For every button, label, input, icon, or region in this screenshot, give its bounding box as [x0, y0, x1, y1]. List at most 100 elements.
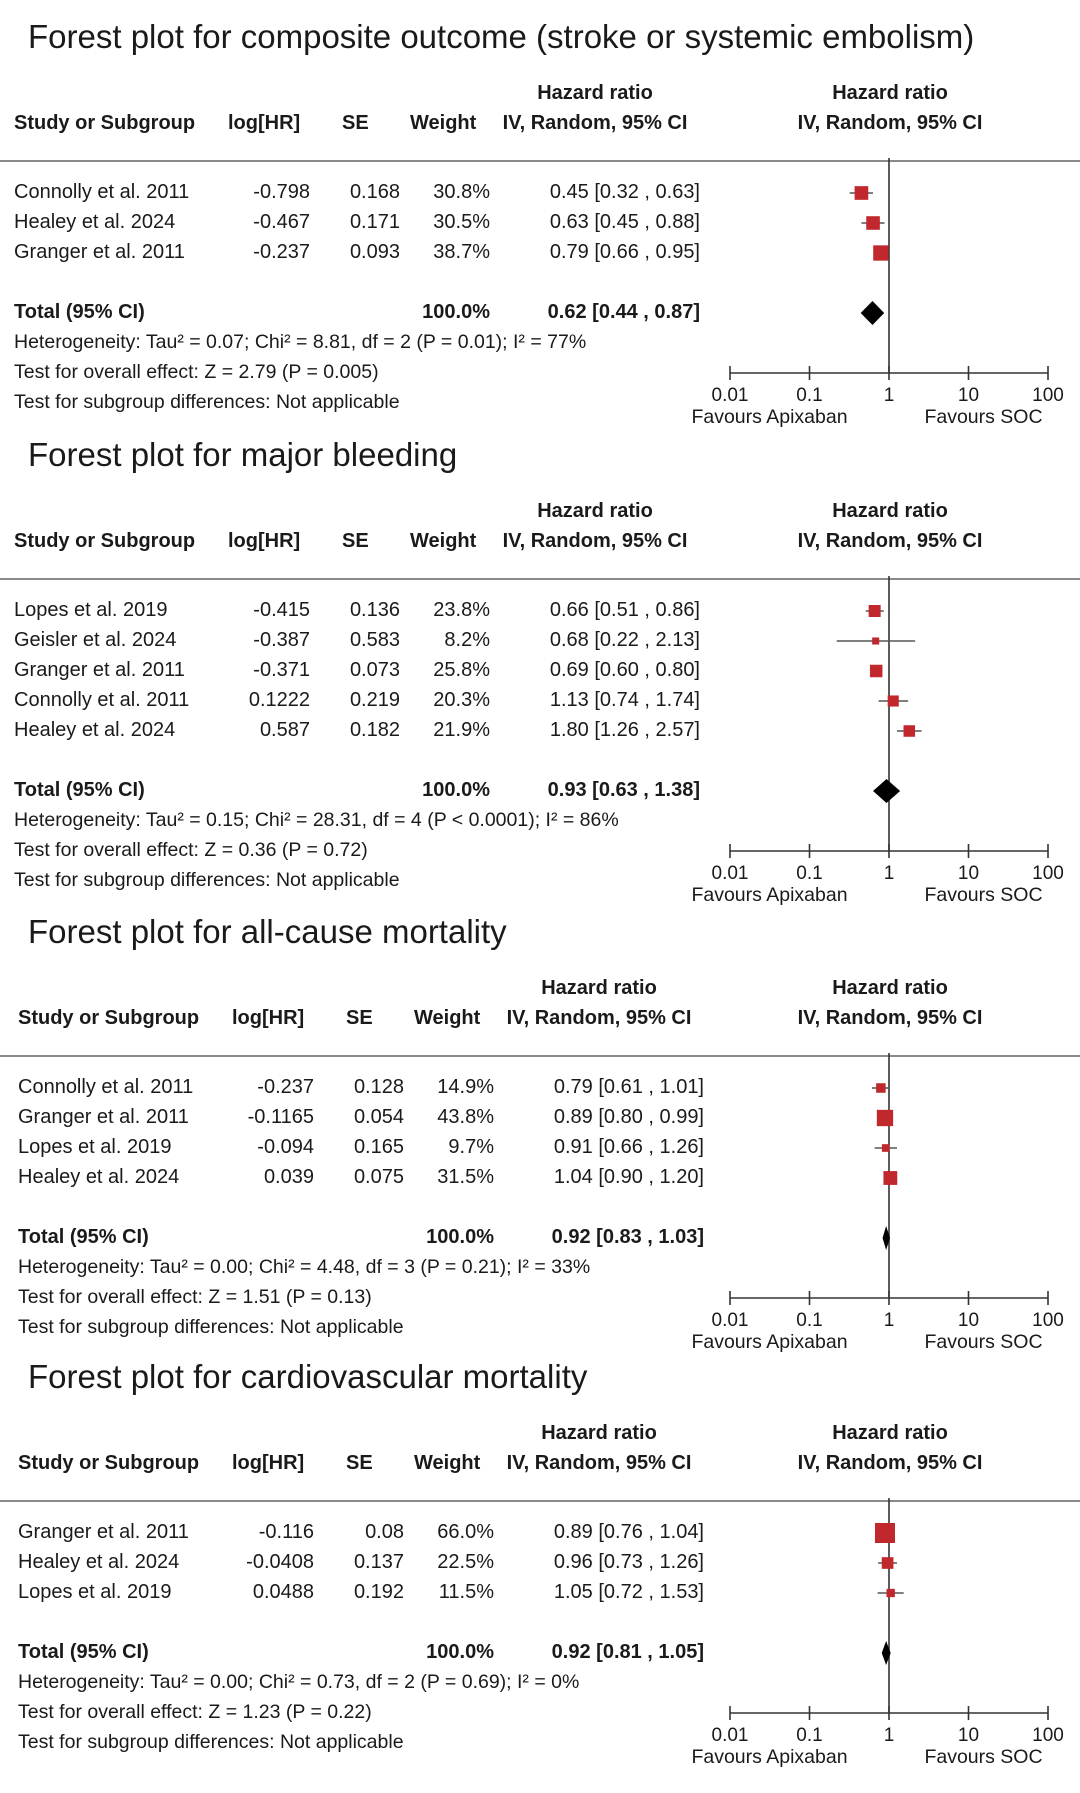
favours-right-label: Favours SOC: [924, 406, 1042, 428]
subgroup-diff-text: Test for subgroup differences: Not appli…: [18, 1731, 404, 1753]
header-study: Study or Subgroup: [14, 112, 196, 134]
study-weight: 9.7%: [448, 1136, 494, 1158]
forest-panel-1: Forest plot for composite outcome (strok…: [0, 0, 1080, 445]
header-hr-top: Hazard ratio: [541, 1422, 657, 1444]
study-hr-ci: 1.13 [0.74 , 1.74]: [549, 689, 700, 711]
study-loghr: -0.116: [258, 1521, 314, 1543]
x-axis-tick-label: 10: [958, 863, 979, 884]
study-se: 0.171: [349, 211, 400, 233]
summary-diamond: [873, 779, 901, 803]
study-weight: 30.5%: [433, 211, 490, 233]
header-loghr: log[HR]: [232, 1452, 305, 1474]
study-se: 0.136: [349, 599, 400, 621]
study-hr-ci: 0.96 [0.73 , 1.26]: [553, 1551, 704, 1573]
study-se: 0.165: [353, 1136, 404, 1158]
x-axis-tick-label: 0.01: [712, 385, 749, 406]
header-hr-top: Hazard ratio: [537, 82, 653, 104]
study-marker: [881, 1144, 890, 1152]
study-se: 0.182: [349, 719, 400, 741]
study-loghr: 0.039: [263, 1166, 314, 1188]
heterogeneity-text: Heterogeneity: Tau² = 0.07; Chi² = 8.81,…: [14, 331, 587, 353]
study-marker: [868, 604, 881, 618]
header-plot-bottom: IV, Random, 95% CI: [797, 1007, 983, 1029]
panel-title: Forest plot for all-cause mortality: [28, 913, 507, 950]
study-weight: 22.5%: [437, 1551, 494, 1573]
study-loghr: -0.237: [257, 1076, 314, 1098]
panel-title: Forest plot for major bleeding: [28, 436, 458, 473]
x-axis-tick-label: 0.1: [796, 863, 822, 884]
total-weight: 100.0%: [426, 1641, 494, 1663]
study-weight: 38.7%: [433, 241, 490, 263]
study-hr-ci: 0.89 [0.76 , 1.04]: [553, 1521, 704, 1543]
study-marker: [873, 245, 889, 261]
favours-right-label: Favours SOC: [924, 884, 1042, 906]
header-se: SE: [342, 112, 369, 134]
study-weight: 30.8%: [433, 181, 490, 203]
forest-plot-svg: 0.01 0.1 1 10 100 Favours Apixaban Favours SOC: [691, 158, 1064, 428]
header-hr-top: Hazard ratio: [537, 500, 653, 522]
x-axis-tick-label: 1: [884, 1725, 895, 1746]
favours-left-label: Favours Apixaban: [691, 1746, 847, 1768]
header-se: SE: [346, 1007, 373, 1029]
study-marker: [854, 186, 869, 200]
subgroup-diff-text: Test for subgroup differences: Not appli…: [18, 1316, 404, 1338]
summary-diamond: [860, 301, 885, 325]
study-loghr: -0.415: [253, 599, 310, 621]
x-axis-tick-label: 100: [1032, 385, 1064, 406]
header-plot-top: Hazard ratio: [832, 977, 948, 999]
x-axis-tick-label: 0.1: [796, 1725, 822, 1746]
header-hr-bottom: IV, Random, 95% CI: [502, 112, 688, 134]
total-hr-ci: 0.62 [0.44 , 0.87]: [547, 301, 700, 323]
header-study: Study or Subgroup: [18, 1007, 200, 1029]
study-marker: [887, 695, 899, 707]
header-se: SE: [346, 1452, 373, 1474]
x-axis-tick-label: 10: [958, 1310, 979, 1331]
study-loghr: -0.371: [253, 659, 310, 681]
study-hr-ci: 0.68 [0.22 , 2.13]: [549, 629, 700, 651]
header-se: SE: [342, 530, 369, 552]
study-name: Lopes et al. 2019: [18, 1136, 172, 1158]
panel-title: Forest plot for composite outcome (strok…: [28, 18, 975, 55]
study-loghr: -0.387: [253, 629, 310, 651]
study-se: 0.219: [349, 689, 400, 711]
header-loghr: log[HR]: [232, 1007, 305, 1029]
study-name: Granger et al. 2011: [18, 1106, 189, 1128]
study-loghr: 0.0488: [252, 1581, 314, 1603]
study-name: Granger et al. 2011: [18, 1521, 189, 1543]
forest-panel-3: Forest plot for all-cause mortality Study…: [0, 895, 1080, 1353]
x-axis-tick-label: 100: [1032, 863, 1064, 884]
study-name: Connolly et al. 2011: [14, 181, 190, 203]
x-axis-tick-label: 10: [958, 385, 979, 406]
forest-plot-svg: 0.01 0.1 1 10 100 Favours Apixaban Favours SOC: [691, 1498, 1064, 1768]
total-weight: 100.0%: [426, 1226, 494, 1248]
study-se: 0.073: [349, 659, 400, 681]
study-weight: 23.8%: [433, 599, 490, 621]
header-plot-top: Hazard ratio: [832, 1422, 948, 1444]
study-loghr: 0.1222: [248, 689, 310, 711]
study-hr-ci: 0.79 [0.61 , 1.01]: [553, 1076, 704, 1098]
x-axis-tick-label: 0.1: [796, 1310, 822, 1331]
study-se: 0.075: [353, 1166, 404, 1188]
study-se: 0.137: [353, 1551, 404, 1573]
study-se: 0.093: [349, 241, 400, 263]
total-label: Total (95% CI): [14, 301, 145, 323]
header-plot-top: Hazard ratio: [832, 500, 948, 522]
study-weight: 14.9%: [437, 1076, 494, 1098]
heterogeneity-text: Heterogeneity: Tau² = 0.00; Chi² = 0.73,…: [18, 1671, 580, 1693]
total-label: Total (95% CI): [14, 779, 145, 801]
x-axis-tick-label: 0.1: [796, 385, 822, 406]
forest-panel-2: Forest plot for major bleeding Study or S…: [0, 418, 1080, 906]
study-hr-ci: 0.91 [0.66 , 1.26]: [553, 1136, 704, 1158]
favours-left-label: Favours Apixaban: [691, 406, 847, 428]
header-hr-bottom: IV, Random, 95% CI: [502, 530, 688, 552]
header-loghr: log[HR]: [228, 112, 301, 134]
header-loghr: log[HR]: [228, 530, 301, 552]
favours-right-label: Favours SOC: [924, 1746, 1042, 1768]
x-axis-tick-label: 1: [884, 863, 895, 884]
header-study: Study or Subgroup: [18, 1452, 200, 1474]
study-loghr: 0.587: [259, 719, 310, 741]
study-marker: [876, 1109, 894, 1127]
study-marker: [874, 1523, 895, 1543]
study-loghr: -0.798: [253, 181, 310, 203]
total-label: Total (95% CI): [18, 1641, 149, 1663]
